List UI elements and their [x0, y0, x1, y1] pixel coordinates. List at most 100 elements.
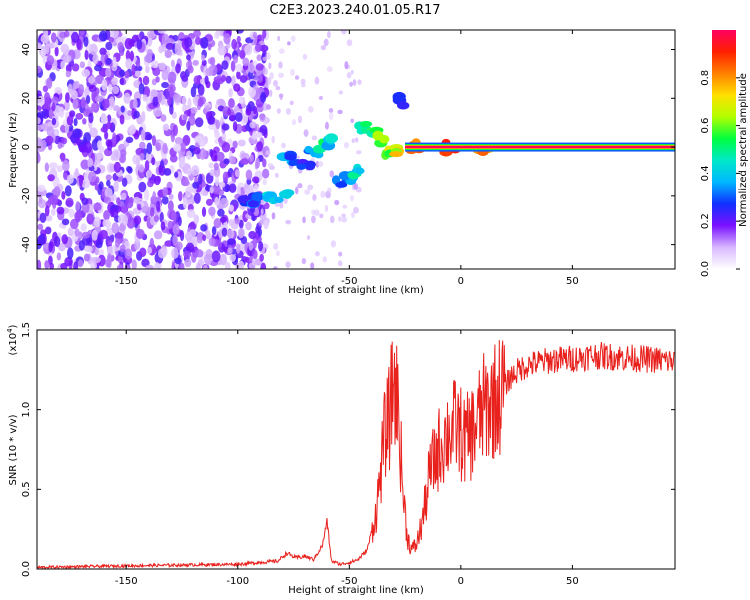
spectrogram-noise-blob: [353, 206, 359, 214]
spectrogram-noise-blob: [172, 224, 180, 235]
spectrogram-noise-blob: [99, 229, 108, 240]
spectrogram-noise-blob: [127, 125, 136, 135]
spectrogram-track-blob: [237, 195, 251, 204]
spectrogram-noise-blob: [240, 152, 250, 159]
spectrogram-noise-blob: [351, 138, 356, 143]
x-tick-label: -100: [226, 276, 249, 287]
spectrogram-noise-blob: [275, 85, 281, 91]
spectrogram-noise-blob: [313, 209, 320, 216]
spectrogram-noise-blob: [211, 183, 221, 195]
spectrogram-noise-blob: [56, 165, 64, 173]
spectrogram-noise-blob: [121, 177, 128, 187]
spectrogram-noise-blob: [247, 42, 253, 49]
spectrogram-noise-blob: [268, 62, 272, 70]
spectrogram-noise-blob: [221, 60, 229, 70]
spectrogram-axes: -150 -100 -50 0 50 -40 -20 0 20 40: [21, 30, 675, 287]
spectrogram-noise-blob: [96, 140, 103, 150]
spectrogram-noise-blob: [262, 158, 267, 168]
spectrogram-noise-blob: [222, 171, 229, 182]
spectrogram-noise-blob: [80, 159, 90, 170]
spectrogram-noise-blob: [251, 176, 260, 184]
spectrogram-noise-blob: [208, 162, 214, 169]
spectrogram-noise-blob: [256, 54, 262, 61]
spectrogram-noise-blob: [44, 91, 51, 102]
spectrogram-noise-blob: [265, 150, 271, 156]
spectrogram-noise-blob: [91, 229, 98, 241]
spectrogram-noise-blob: [249, 138, 258, 145]
spectrogram-noise-blob: [97, 254, 106, 267]
spectrogram-noise-blob: [66, 247, 74, 260]
spectrogram-noise-blob: [214, 131, 220, 139]
spectrogram-noise-blob: [112, 56, 117, 68]
spectrogram-noise-blob: [253, 76, 259, 82]
spectrogram-noise-blob: [254, 161, 259, 170]
x-tick-label: 0: [458, 276, 464, 287]
spectrogram-noise-blob: [169, 154, 178, 163]
spectrogram-noise-blob: [108, 36, 114, 43]
spectrogram-noise-blob: [214, 196, 220, 206]
spectrogram-noise-blob: [64, 123, 70, 134]
spectrogram-noise-blob: [138, 83, 145, 95]
spectrogram-noise-blob: [245, 108, 252, 116]
spectrogram-noise-blob: [104, 196, 111, 204]
spectrogram-noise-blob: [56, 206, 65, 215]
spectrogram-noise-blob: [88, 171, 97, 183]
spectrogram-noise-blob: [158, 164, 164, 173]
spectrogram-noise-blob: [221, 123, 230, 131]
spectrogram-noise-blob: [65, 92, 70, 103]
spectrogram-noise-blob: [193, 192, 201, 204]
spectrogram-noise-blob: [91, 256, 101, 264]
spectrogram-noise-blob: [295, 186, 299, 195]
spectrogram-noise-blob: [320, 45, 327, 51]
spectrogram-noise-blob: [44, 260, 50, 269]
spectrogram-noise-blob: [75, 112, 84, 120]
chart-title: C2E3.2023.240.01.05.R17: [269, 3, 440, 18]
spectrogram-noise-blob: [85, 94, 91, 105]
spectrogram-noise-blob: [234, 169, 240, 178]
spectrogram-noise-blob: [355, 150, 362, 155]
spectrogram-noise-blob: [123, 92, 131, 104]
spectrogram-noise-blob: [252, 249, 258, 260]
spectrogram-noise-blob: [107, 83, 113, 93]
spectrogram-noise-blob: [325, 190, 331, 199]
spectrogram-noise-blob: [193, 214, 200, 225]
spectrogram-noise-blob: [234, 112, 243, 123]
spectrogram-noise-blob: [150, 207, 155, 218]
spectrogram-noise-blob: [190, 86, 197, 98]
spectrogram-noise-blob: [101, 98, 111, 109]
spectrogram-noise-blob: [146, 246, 153, 255]
snr-frame: [36, 329, 676, 570]
spectrogram-noise-blob: [248, 62, 255, 74]
spectrogram-noise-blob: [66, 174, 74, 185]
spectrogram-noise-blob: [297, 183, 303, 189]
spectrogram-noise-blob: [279, 201, 284, 209]
spectrogram-noise-blob: [228, 155, 236, 165]
spectrogram-track-blob: [397, 101, 410, 110]
spectrogram-noise-blob: [274, 202, 280, 207]
spectrogram-noise-blob: [169, 103, 174, 115]
spectrogram-noise-blob: [102, 219, 107, 227]
spectrogram-noise-blob: [94, 248, 99, 256]
spectrogram-noise-blob: [78, 174, 84, 187]
spectrogram-noise-blob: [161, 81, 169, 89]
spectrogram-noise-blob: [119, 114, 125, 125]
spectrogram-noise-blob: [100, 114, 108, 125]
spectrogram-noise-blob: [63, 172, 69, 180]
spectrogram-noise-blob: [160, 114, 167, 122]
spectrogram-noise-blob: [103, 210, 110, 221]
colorbar-tick-label: 0.2: [700, 213, 711, 229]
spectrogram-noise-blob: [262, 178, 267, 186]
spectrogram-noise-blob: [236, 70, 241, 80]
spectrogram-noise-blob: [323, 38, 329, 47]
spectrogram-noise-blob: [184, 37, 193, 48]
spectrogram-noise-blob: [81, 231, 90, 239]
spectrogram-noise-blob: [238, 96, 244, 105]
spectrogram-noise-blob: [146, 142, 153, 155]
spectrogram-noise-blob: [197, 173, 203, 185]
spectrogram-noise-blob: [208, 237, 216, 247]
spectrogram-noise-blob: [116, 264, 123, 269]
spectrogram-noise-blob: [271, 135, 276, 144]
spectrogram-noise-blob: [109, 96, 115, 107]
spectrogram-noise-blob: [172, 234, 178, 246]
spectrogram-noise-blob: [86, 213, 94, 225]
